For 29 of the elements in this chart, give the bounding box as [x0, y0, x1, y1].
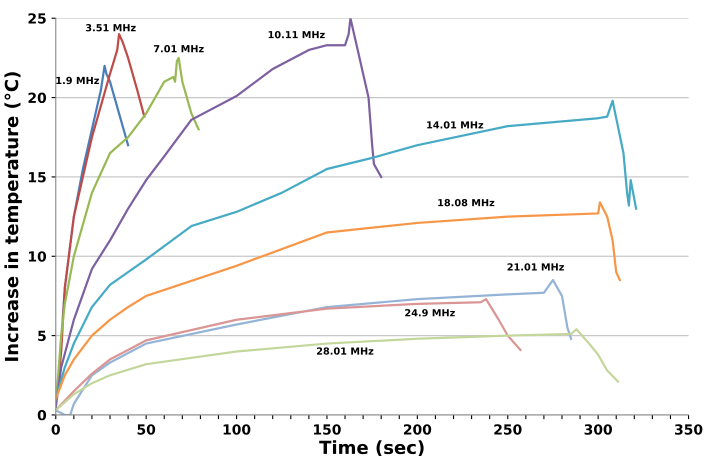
line-series [56, 278, 572, 415]
annotation: 21.01 MHz [508, 263, 564, 271]
x-tick-label: 300 [584, 424, 612, 435]
annotation: 1.9 MHz [56, 76, 99, 84]
y-tick-label: 0 [38, 410, 46, 420]
y-tick-label: 25 [28, 13, 46, 24]
line-series [56, 201, 621, 400]
line-series [56, 18, 382, 408]
annotation: 10.11 MHz [268, 30, 325, 38]
x-tick-label: 50 [138, 424, 156, 435]
x-axis-title: Time (sec) [319, 440, 424, 456]
line-series [56, 328, 620, 412]
annotation: 3.51 MHz [86, 24, 136, 32]
y-tick-label: 15 [28, 172, 46, 182]
y-tick-label: 5 [38, 330, 46, 342]
annotation: 14.01 MHz [427, 121, 484, 129]
x-tick-label: 350 [674, 424, 702, 435]
annotation: 28.01 MHz [316, 347, 374, 355]
y-tick-label: 10 [28, 251, 46, 262]
x-tick-label: 250 [494, 424, 522, 435]
x-tick-label: 100 [224, 424, 250, 435]
annotation: 7.01 MHz [154, 45, 204, 52]
x-tick-label: 150 [314, 424, 341, 435]
annotation: 18.08 MHz [438, 198, 494, 206]
x-tick-label: 0 [52, 424, 60, 435]
y-axis-title: Increase in temperature (°C) [4, 72, 22, 361]
annotation: 24.9 MHz [405, 309, 455, 316]
y-tick-label: 20 [28, 92, 46, 104]
x-tick-label: 200 [404, 424, 432, 435]
